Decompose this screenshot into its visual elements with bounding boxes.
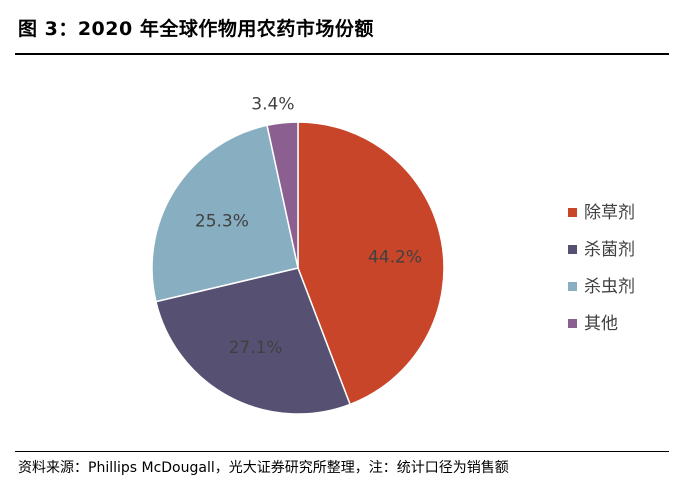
title-divider (15, 53, 669, 55)
legend-swatch-3 (568, 282, 577, 291)
pie-slices (151, 121, 445, 415)
slice-data-label-2: 27.1% (229, 338, 283, 358)
source-divider (15, 451, 669, 452)
pie-slice-3 (151, 124, 299, 303)
source-note: 资料来源：Phillips McDougall，光大证券研究所整理，注：统计口径… (18, 460, 509, 476)
legend-swatch-2 (568, 245, 577, 254)
pie-slice-4 (266, 121, 299, 269)
legend-swatch-4 (568, 319, 577, 328)
slice-data-label-4: 3.4% (251, 94, 294, 114)
legend-label-1: 除草剂 (584, 203, 635, 223)
slice-data-label-1: 44.2% (368, 248, 422, 268)
legend-swatch-1 (568, 208, 577, 217)
pie-slice-1 (297, 121, 445, 406)
figure-title: 图 3：2020 年全球作物用农药市场份额 (18, 18, 374, 40)
legend-label-3: 杀虫剂 (584, 277, 635, 297)
pie-slice-labels: 44.2% 27.1% 25.3% 3.4% (195, 94, 422, 358)
slice-data-label-3: 25.3% (195, 211, 249, 231)
legend-label-2: 杀菌剂 (584, 240, 635, 260)
pie-slice-2 (155, 267, 352, 415)
legend-label-4: 其他 (584, 314, 618, 334)
